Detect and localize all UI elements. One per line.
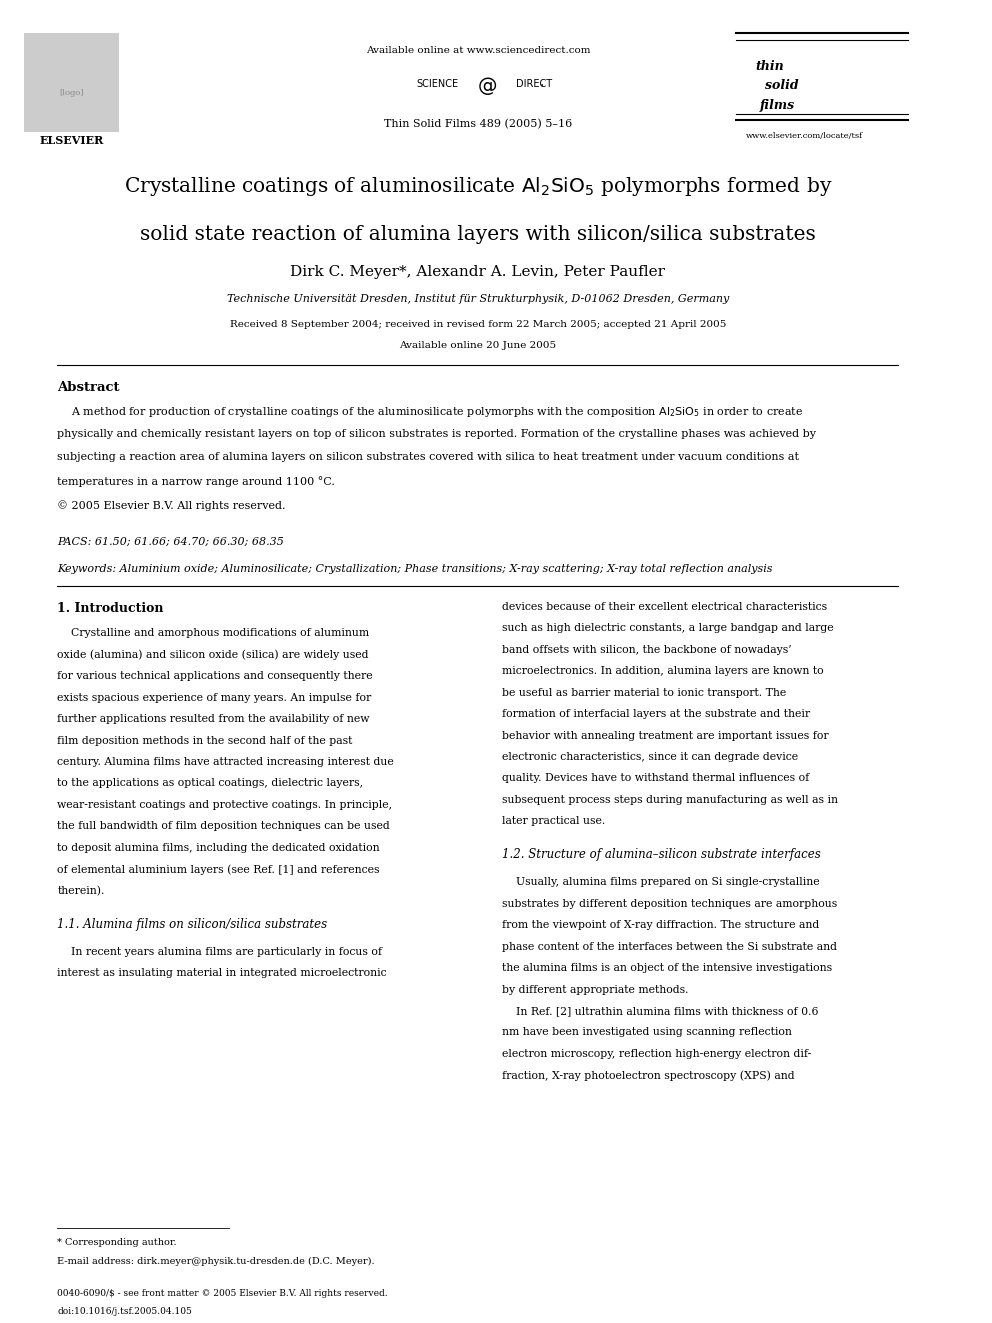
Text: 1. Introduction: 1. Introduction: [58, 602, 164, 615]
Text: electron microscopy, reflection high-energy electron dif-: electron microscopy, reflection high-ene…: [502, 1049, 811, 1058]
Text: Crystalline and amorphous modifications of aluminum: Crystalline and amorphous modifications …: [58, 628, 369, 639]
Text: substrates by different deposition techniques are amorphous: substrates by different deposition techn…: [502, 898, 837, 909]
Text: temperatures in a narrow range around 1100 °C.: temperatures in a narrow range around 11…: [58, 476, 335, 487]
Text: to the applications as optical coatings, dielectric layers,: to the applications as optical coatings,…: [58, 778, 363, 789]
Text: of elemental aluminium layers (see Ref. [1] and references: of elemental aluminium layers (see Ref. …: [58, 864, 380, 875]
Text: thin: thin: [755, 60, 784, 73]
Text: quality. Devices have to withstand thermal influences of: quality. Devices have to withstand therm…: [502, 774, 809, 783]
Text: subsequent process steps during manufacturing as well as in: subsequent process steps during manufact…: [502, 795, 837, 804]
Text: In Ref. [2] ultrathin alumina films with thickness of 0.6: In Ref. [2] ultrathin alumina films with…: [502, 1005, 818, 1016]
Text: doi:10.1016/j.tsf.2005.04.105: doi:10.1016/j.tsf.2005.04.105: [58, 1307, 192, 1316]
Text: A method for production of crystalline coatings of the aluminosilicate polymorph: A method for production of crystalline c…: [58, 405, 804, 419]
Text: solid state reaction of alumina layers with silicon/silica substrates: solid state reaction of alumina layers w…: [140, 225, 815, 243]
Text: In recent years alumina films are particularly in focus of: In recent years alumina films are partic…: [58, 947, 382, 957]
Text: solid: solid: [765, 79, 799, 93]
Text: for various technical applications and consequently there: for various technical applications and c…: [58, 671, 373, 681]
Text: nm have been investigated using scanning reflection: nm have been investigated using scanning…: [502, 1028, 792, 1037]
Text: microelectronics. In addition, alumina layers are known to: microelectronics. In addition, alumina l…: [502, 667, 823, 676]
Text: Available online 20 June 2005: Available online 20 June 2005: [399, 341, 557, 351]
Text: PACS: 61.50; 61.66; 64.70; 66.30; 68.35: PACS: 61.50; 61.66; 64.70; 66.30; 68.35: [58, 537, 285, 548]
Text: @: @: [477, 77, 497, 95]
Text: films: films: [760, 99, 795, 112]
Text: Technische Universität Dresden, Institut für Strukturphysik, D-01062 Dresden, Ge: Technische Universität Dresden, Institut…: [227, 294, 729, 304]
Text: the full bandwidth of film deposition techniques can be used: the full bandwidth of film deposition te…: [58, 822, 390, 831]
Text: Dirk C. Meyer*, Alexandr A. Levin, Peter Paufler: Dirk C. Meyer*, Alexandr A. Levin, Peter…: [291, 265, 666, 279]
Text: subjecting a reaction area of alumina layers on silicon substrates covered with : subjecting a reaction area of alumina la…: [58, 452, 800, 463]
Text: behavior with annealing treatment are important issues for: behavior with annealing treatment are im…: [502, 730, 828, 741]
Text: [logo]: [logo]: [60, 89, 84, 97]
Text: Abstract: Abstract: [58, 381, 120, 394]
Text: Keywords: Aluminium oxide; Aluminosilicate; Crystallization; Phase transitions; : Keywords: Aluminium oxide; Aluminosilica…: [58, 564, 773, 574]
Text: interest as insulating material in integrated microelectronic: interest as insulating material in integ…: [58, 968, 387, 978]
Text: exists spacious experience of many years. An impulse for: exists spacious experience of many years…: [58, 693, 372, 703]
Text: ELSEVIER: ELSEVIER: [40, 135, 104, 146]
Text: 0040-6090/$ - see front matter © 2005 Elsevier B.V. All rights reserved.: 0040-6090/$ - see front matter © 2005 El…: [58, 1289, 388, 1298]
Text: physically and chemically resistant layers on top of silicon substrates is repor: physically and chemically resistant laye…: [58, 429, 816, 439]
Text: ·: ·: [540, 79, 545, 94]
Text: DIRECT: DIRECT: [516, 79, 553, 90]
Text: oxide (alumina) and silicon oxide (silica) are widely used: oxide (alumina) and silicon oxide (silic…: [58, 650, 369, 660]
Text: SCIENCE: SCIENCE: [417, 79, 458, 90]
Text: phase content of the interfaces between the Si substrate and: phase content of the interfaces between …: [502, 942, 836, 951]
Text: * Corresponding author.: * Corresponding author.: [58, 1238, 177, 1248]
Text: by different appropriate methods.: by different appropriate methods.: [502, 984, 688, 995]
Text: from the viewpoint of X-ray diffraction. The structure and: from the viewpoint of X-ray diffraction.…: [502, 921, 819, 930]
Text: film deposition methods in the second half of the past: film deposition methods in the second ha…: [58, 736, 353, 746]
Text: further applications resulted from the availability of new: further applications resulted from the a…: [58, 714, 370, 724]
Text: electronic characteristics, since it can degrade device: electronic characteristics, since it can…: [502, 751, 798, 762]
Text: to deposit alumina films, including the dedicated oxidation: to deposit alumina films, including the …: [58, 843, 380, 853]
Text: formation of interfacial layers at the substrate and their: formation of interfacial layers at the s…: [502, 709, 809, 720]
Text: therein).: therein).: [58, 885, 105, 896]
Text: Available online at www.sciencedirect.com: Available online at www.sciencedirect.co…: [366, 46, 590, 56]
Text: www.elsevier.com/locate/tsf: www.elsevier.com/locate/tsf: [745, 132, 863, 140]
Text: later practical use.: later practical use.: [502, 816, 605, 827]
Text: 1.1. Alumina films on silicon/silica substrates: 1.1. Alumina films on silicon/silica sub…: [58, 918, 327, 930]
Text: Usually, alumina films prepared on Si single-crystalline: Usually, alumina films prepared on Si si…: [502, 877, 819, 888]
Text: such as high dielectric constants, a large bandgap and large: such as high dielectric constants, a lar…: [502, 623, 833, 634]
Text: Received 8 September 2004; received in revised form 22 March 2005; accepted 21 A: Received 8 September 2004; received in r…: [230, 320, 726, 329]
Text: fraction, X-ray photoelectron spectroscopy (XPS) and: fraction, X-ray photoelectron spectrosco…: [502, 1070, 795, 1081]
Text: Crystalline coatings of aluminosilicate $\mathrm{Al_2SiO_5}$ polymorphs formed b: Crystalline coatings of aluminosilicate …: [124, 175, 832, 197]
Text: 1.2. Structure of alumina–silicon substrate interfaces: 1.2. Structure of alumina–silicon substr…: [502, 848, 820, 861]
Text: wear-resistant coatings and protective coatings. In principle,: wear-resistant coatings and protective c…: [58, 800, 393, 810]
Text: © 2005 Elsevier B.V. All rights reserved.: © 2005 Elsevier B.V. All rights reserved…: [58, 500, 286, 511]
Text: century. Alumina films have attracted increasing interest due: century. Alumina films have attracted in…: [58, 757, 394, 767]
Text: E-mail address: dirk.meyer@physik.tu-dresden.de (D.C. Meyer).: E-mail address: dirk.meyer@physik.tu-dre…: [58, 1257, 375, 1266]
Text: devices because of their excellent electrical characteristics: devices because of their excellent elect…: [502, 602, 827, 613]
FancyBboxPatch shape: [24, 33, 119, 132]
Text: band offsets with silicon, the backbone of nowadays’: band offsets with silicon, the backbone …: [502, 644, 792, 655]
Text: Thin Solid Films 489 (2005) 5–16: Thin Solid Films 489 (2005) 5–16: [384, 119, 572, 130]
Text: be useful as barrier material to ionic transport. The: be useful as barrier material to ionic t…: [502, 688, 786, 697]
Text: the alumina films is an object of the intensive investigations: the alumina films is an object of the in…: [502, 963, 832, 974]
